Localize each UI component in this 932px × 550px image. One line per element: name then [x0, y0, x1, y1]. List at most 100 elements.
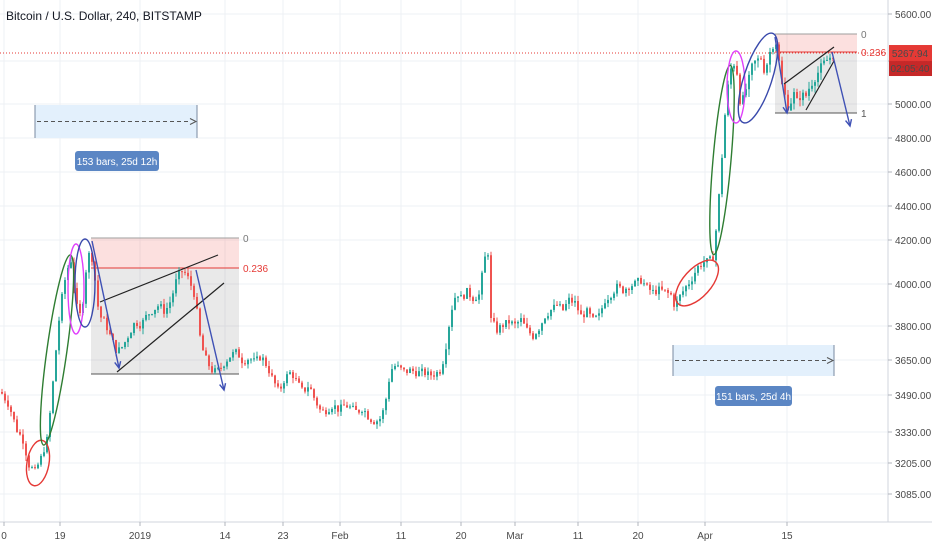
candle-body	[184, 271, 186, 273]
x-tick-label: 2019	[129, 531, 152, 542]
candle-body	[658, 286, 660, 295]
candle-body	[655, 289, 657, 295]
candle-body	[451, 309, 453, 328]
candle-body	[715, 230, 717, 261]
candle-body	[691, 281, 693, 285]
candle-body	[181, 271, 183, 273]
candle-body	[241, 357, 243, 364]
candle-body	[253, 358, 255, 360]
candle-body	[517, 322, 519, 324]
candle-body	[166, 308, 168, 314]
candle-body	[103, 317, 105, 319]
candle-body	[163, 304, 165, 314]
candle-body	[787, 94, 789, 111]
arrow-drop-left-2	[195, 269, 225, 391]
candle-body	[28, 455, 30, 468]
candle-body	[376, 421, 378, 425]
candle-body	[175, 279, 177, 294]
x-tick-label: 15	[781, 531, 793, 542]
candle-body	[325, 410, 327, 415]
candle-body	[154, 309, 156, 315]
candle-body	[151, 314, 153, 316]
candle-body	[796, 92, 798, 99]
candle-body	[460, 295, 462, 297]
candle-body	[463, 295, 465, 299]
candle-body	[22, 434, 24, 444]
candle-body	[118, 347, 120, 354]
candle-body	[478, 294, 480, 300]
candle-body	[565, 303, 567, 311]
candle-body	[574, 301, 576, 303]
candle-body	[400, 365, 402, 368]
candle-body	[613, 293, 615, 298]
measure-left-badge	[75, 151, 159, 171]
fib-left-label-0: 0	[243, 234, 249, 245]
candle-body	[502, 325, 504, 327]
measure-left-label: 153 bars, 25d 12h	[77, 157, 158, 168]
candle-body	[13, 411, 15, 420]
candle-body	[439, 371, 441, 374]
ellipse-rally-right	[709, 64, 735, 256]
candle-body	[235, 349, 237, 353]
measure-right-label: 151 bars, 25d 4h	[716, 392, 791, 403]
candle-body	[607, 299, 609, 304]
candle-body	[370, 419, 372, 423]
candle-body	[625, 288, 627, 294]
candle-body	[526, 323, 528, 328]
candle-body	[436, 371, 438, 377]
wedge-upper-left	[99, 254, 219, 303]
candle-body	[622, 286, 624, 294]
candle-body	[91, 252, 93, 262]
candle-body	[205, 350, 207, 356]
candle-body	[190, 276, 192, 286]
candle-body	[670, 292, 672, 295]
candle-body	[649, 284, 651, 290]
candle-body	[661, 286, 663, 290]
candle-body	[643, 283, 645, 285]
candle-body	[559, 304, 561, 306]
candle-body	[271, 373, 273, 376]
candle-body	[442, 364, 444, 374]
x-tick-label: Apr	[697, 531, 713, 542]
fib-left-label-236: 0.236	[243, 264, 268, 275]
candle-body	[355, 405, 357, 410]
candle-body	[85, 272, 87, 304]
candle-body	[187, 272, 189, 277]
candle-body	[685, 286, 687, 292]
candle-body	[415, 371, 417, 377]
candle-body	[616, 283, 618, 294]
arrow-drop-right-2-head	[845, 119, 853, 128]
candle-body	[280, 386, 282, 389]
candle-body	[256, 356, 258, 359]
wedge-lower-left	[116, 282, 225, 373]
candle-body	[586, 308, 588, 318]
candle-body	[214, 368, 216, 373]
candle-body	[334, 405, 336, 409]
y-tick-label: 3085.00	[895, 490, 932, 501]
candle-body	[217, 367, 219, 369]
candle-body	[361, 412, 363, 414]
arrow-drop-left-1-head	[114, 361, 122, 370]
candle-body	[1, 392, 3, 394]
candle-body	[328, 412, 330, 415]
candle-body	[208, 355, 210, 367]
candle-body	[115, 339, 117, 354]
candle-body	[337, 405, 339, 412]
candle-body	[571, 297, 573, 303]
y-tick-label: 3800.00	[895, 322, 932, 333]
measure-left-arrow	[189, 118, 198, 125]
x-tick-label: 20	[455, 531, 467, 542]
current-price-label: 5267.94	[892, 49, 929, 60]
candle-body	[457, 296, 459, 298]
candle-body	[346, 405, 348, 408]
candle-body	[817, 72, 819, 83]
candle-body	[55, 350, 57, 382]
candle-body	[448, 327, 450, 350]
candle-body	[319, 405, 321, 410]
drawing-overlays: 153 bars, 25d 12h 151 bars, 25d 4h 0 0.236 0…	[0, 30, 888, 487]
candle-body	[169, 302, 171, 309]
x-tick-label: Mar	[506, 531, 524, 542]
candle-body	[823, 60, 825, 64]
